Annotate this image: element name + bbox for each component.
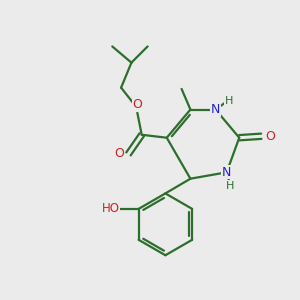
Text: N: N <box>222 166 231 179</box>
Text: H: H <box>225 181 234 190</box>
Text: O: O <box>132 98 142 111</box>
Text: HO: HO <box>102 202 120 215</box>
Text: H: H <box>225 96 233 106</box>
Text: O: O <box>115 147 124 161</box>
Text: N: N <box>211 103 220 116</box>
Text: O: O <box>265 130 275 143</box>
